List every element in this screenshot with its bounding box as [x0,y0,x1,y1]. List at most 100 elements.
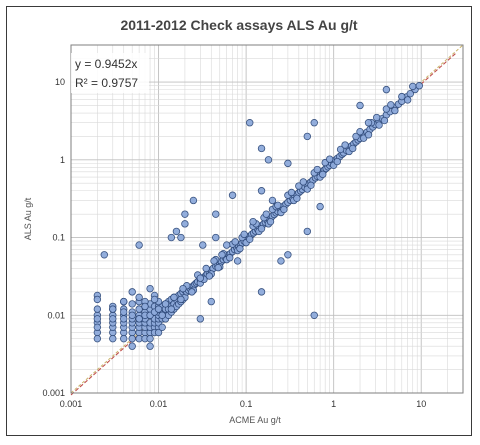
data-point [120,315,128,323]
plot-area-border [70,44,464,394]
x-tick-label: 0.1 [240,399,253,409]
data-point [307,181,315,190]
data-point [303,227,312,236]
y-tick-label: 0.001 [42,388,65,398]
data-point [93,295,102,304]
data-point [295,182,303,190]
data-point [257,187,266,195]
data-point [336,145,345,154]
data-point [120,308,128,316]
data-point [172,227,181,236]
data-point [128,334,136,343]
data-point [233,257,242,265]
data-point [316,202,324,211]
data-point [356,127,364,136]
data-point [109,305,117,313]
data-point [246,235,254,243]
data-point [93,305,102,313]
x-tick-label: 1 [331,399,336,409]
data-point [375,121,383,129]
data-point [212,233,220,242]
data-point [325,155,334,163]
data-point [236,244,244,253]
data-point [146,334,154,343]
data-point [352,132,360,141]
data-point [93,315,102,323]
data-point [280,205,288,214]
data-point [212,210,220,218]
data-point [257,288,266,296]
data-point [287,188,296,197]
data-point [284,251,292,259]
y-axis-label: ALS Au g/t [23,197,33,240]
data-point [150,295,159,304]
data-point [310,311,318,319]
y-tick-label: 1 [60,155,65,165]
data-point [364,131,373,139]
data-point [135,241,143,249]
data-point [310,119,318,127]
data-point [100,251,108,259]
data-point [158,311,166,319]
data-point [188,288,196,296]
data-point [262,210,270,218]
data-point [93,334,102,343]
data-point [189,196,198,205]
data-point [154,328,163,337]
data-point [303,132,312,141]
data-point [207,297,215,306]
data-point [154,305,163,313]
data-point [109,315,117,323]
data-point [128,300,136,308]
data-point [120,334,128,343]
data-point [364,119,373,127]
x-tick-label: 0.001 [60,399,83,409]
data-point [382,105,391,113]
data-point [135,315,143,323]
data-point [274,201,282,209]
data-point [167,305,176,313]
data-point [257,224,266,233]
data-point [120,297,128,306]
x-tick-labels: 0.001 0.01 0.1 1 10 [60,399,426,409]
data-point [380,116,389,125]
data-point [372,113,381,122]
data-point [246,119,254,127]
data-point [266,217,275,226]
data-point [161,300,170,308]
data-point [240,230,248,239]
data-point [181,220,189,228]
data-point [299,178,308,186]
x-tick-label: 10 [416,399,426,409]
trendline-r-squared: R² = 0.9757 [75,76,138,90]
data-point [293,194,301,202]
chart-frame: 2011-2012 Check assays ALS Au g/t 0.001 0… [6,6,472,436]
data-point [218,251,226,259]
data-point [109,334,117,343]
data-point [214,263,222,272]
x-axis-label: ACME Au g/t [229,415,281,425]
data-point [406,89,414,98]
data-point [231,238,239,246]
data-point [196,315,205,323]
data-point [391,106,399,115]
data-point [382,85,391,94]
y-tick-label: 0.1 [52,233,65,243]
trendline-equation: y = 0.9452x [75,57,137,71]
data-point [177,295,185,304]
data-point [167,233,176,242]
data-point [228,191,237,199]
data-point [210,257,218,265]
y-tick-label: 0.01 [47,310,65,320]
data-point [177,233,185,242]
data-point [226,254,234,262]
data-point [146,342,154,350]
y-tick-labels: 0.001 0.01 0.1 1 10 [42,77,65,398]
data-point [403,96,412,104]
data-point [409,82,417,91]
data-point [284,159,292,168]
x-tick-label: 0.01 [150,399,168,409]
data-point [398,92,406,101]
data-point [146,284,154,293]
data-point [249,217,257,226]
